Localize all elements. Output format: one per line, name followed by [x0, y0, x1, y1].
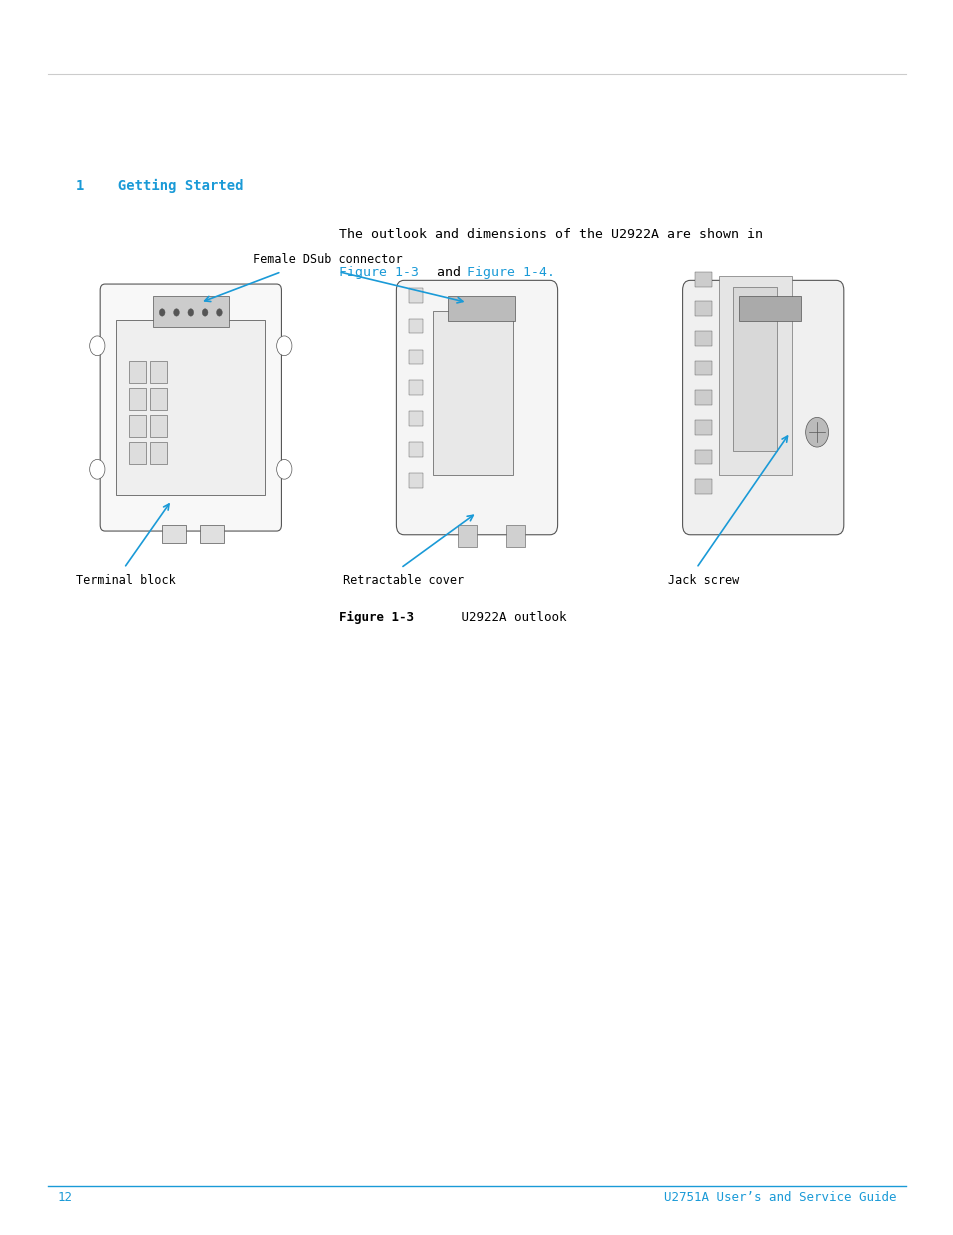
Bar	[150, 361, 167, 383]
Circle shape	[216, 309, 222, 316]
Text: Figure 1-3: Figure 1-3	[338, 611, 414, 625]
FancyBboxPatch shape	[682, 280, 843, 535]
Text: and: and	[429, 266, 469, 279]
Bar	[733, 287, 776, 451]
Text: Terminal block: Terminal block	[76, 574, 176, 588]
Bar	[408, 288, 422, 303]
Bar	[408, 319, 422, 333]
Circle shape	[90, 336, 105, 356]
Text: Female DSub connector: Female DSub connector	[253, 252, 402, 266]
Bar	[432, 311, 513, 475]
Bar	[129, 442, 146, 464]
Text: 1    Getting Started: 1 Getting Started	[76, 179, 244, 193]
Bar	[448, 296, 515, 321]
Bar	[694, 390, 711, 405]
Circle shape	[188, 309, 193, 316]
Bar	[150, 388, 167, 410]
Text: Figure 1-4.: Figure 1-4.	[467, 266, 555, 279]
Bar	[694, 361, 711, 375]
Bar	[719, 275, 791, 475]
Bar	[694, 272, 711, 287]
FancyBboxPatch shape	[396, 280, 557, 535]
FancyBboxPatch shape	[100, 284, 281, 531]
Circle shape	[202, 309, 208, 316]
Bar	[694, 479, 711, 494]
Bar	[694, 450, 711, 464]
Text: Jack screw: Jack screw	[667, 574, 739, 588]
Bar	[152, 296, 229, 327]
Text: U2751A User’s and Service Guide: U2751A User’s and Service Guide	[663, 1191, 896, 1204]
Text: Retractable cover: Retractable cover	[343, 574, 464, 588]
Bar	[150, 415, 167, 437]
Bar	[739, 296, 801, 321]
Text: Figure 1-3: Figure 1-3	[338, 266, 418, 279]
Circle shape	[276, 459, 292, 479]
Bar	[457, 525, 476, 547]
Bar	[505, 525, 524, 547]
Bar	[200, 525, 224, 543]
Circle shape	[90, 459, 105, 479]
Bar	[408, 411, 422, 426]
Bar	[129, 415, 146, 437]
Bar	[116, 320, 265, 495]
Bar	[694, 420, 711, 435]
Bar	[694, 331, 711, 346]
Circle shape	[173, 309, 179, 316]
Circle shape	[804, 417, 827, 447]
Bar	[150, 442, 167, 464]
Bar	[162, 525, 186, 543]
Bar	[408, 442, 422, 457]
Bar	[129, 361, 146, 383]
Circle shape	[276, 336, 292, 356]
Bar	[408, 380, 422, 395]
Circle shape	[159, 309, 165, 316]
Text: U2922A outlook: U2922A outlook	[438, 611, 566, 625]
Bar	[694, 301, 711, 316]
Bar	[408, 473, 422, 488]
Bar	[129, 388, 146, 410]
Text: 12: 12	[57, 1191, 72, 1204]
Bar	[408, 350, 422, 364]
Text: The outlook and dimensions of the U2922A are shown in: The outlook and dimensions of the U2922A…	[338, 228, 761, 242]
